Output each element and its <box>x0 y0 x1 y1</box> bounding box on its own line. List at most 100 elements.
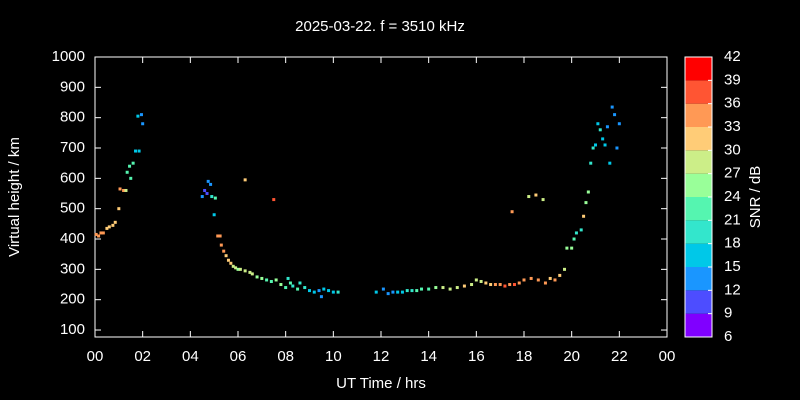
x-tick-label: 00 <box>87 348 104 365</box>
data-point <box>213 196 217 200</box>
data-point <box>386 292 390 296</box>
colorbar-band <box>685 173 712 197</box>
data-point <box>613 113 617 117</box>
data-point <box>113 220 117 224</box>
data-point <box>99 231 103 235</box>
data-point <box>210 195 214 199</box>
data-point <box>474 278 478 282</box>
colorbar-band <box>685 290 712 314</box>
data-point <box>498 283 502 287</box>
data-point <box>405 289 409 293</box>
data-point <box>415 289 419 293</box>
x-tick-label: 08 <box>277 348 294 365</box>
data-point <box>231 264 235 268</box>
chart-title: 2025-03-22. f = 3510 kHz <box>295 18 465 35</box>
data-point <box>479 279 483 283</box>
data-point <box>265 278 269 282</box>
data-point <box>503 284 507 288</box>
data-point <box>594 143 597 147</box>
data-point <box>548 276 552 280</box>
data-point <box>200 195 204 199</box>
y-axis-label: Virtual height / km <box>6 137 23 257</box>
colorbar-band <box>685 150 712 174</box>
colorbar-tick-label: 9 <box>724 305 732 322</box>
data-point <box>303 286 307 290</box>
data-point <box>317 289 321 293</box>
data-point <box>105 226 109 230</box>
colorbar-label: SNR / dB <box>747 166 764 229</box>
data-point <box>570 246 574 250</box>
x-tick-label: 10 <box>325 348 342 365</box>
data-point <box>212 213 216 217</box>
data-point <box>470 283 474 287</box>
data-point <box>248 270 252 274</box>
data-point <box>589 161 593 165</box>
data-point <box>489 283 493 287</box>
data-point <box>319 295 323 299</box>
data-point <box>286 276 290 280</box>
data-point <box>455 286 459 290</box>
colorbar-tick-label: 6 <box>724 328 732 345</box>
data-point <box>111 223 115 227</box>
x-tick-label: 02 <box>134 348 151 365</box>
data-point <box>586 190 590 194</box>
data-point <box>510 210 514 214</box>
data-point <box>308 289 311 293</box>
y-tick-label: 200 <box>60 291 85 308</box>
data-point <box>238 267 242 271</box>
data-point <box>543 281 547 285</box>
y-tick-label: 900 <box>60 78 85 95</box>
data-point <box>291 284 295 288</box>
data-point <box>236 267 240 271</box>
x-tick-label: 16 <box>468 348 485 365</box>
colorbar-band <box>685 313 712 337</box>
data-point <box>462 284 466 288</box>
data-point <box>296 287 300 291</box>
colorbar-band <box>685 197 712 221</box>
data-point <box>534 193 538 197</box>
data-point <box>584 201 588 205</box>
data-point <box>603 143 607 147</box>
data-point <box>336 290 340 294</box>
data-point <box>579 228 583 232</box>
y-tick-label: 500 <box>60 200 85 217</box>
x-tick-label: 06 <box>230 348 247 365</box>
data-point <box>331 290 335 294</box>
data-point <box>565 246 569 250</box>
colorbar-band <box>685 243 712 267</box>
colorbar-band <box>685 80 712 104</box>
data-point <box>493 283 497 287</box>
data-point <box>598 128 602 132</box>
x-tick-label: 12 <box>373 348 390 365</box>
colorbar-band <box>685 267 712 291</box>
colorbar-tick-label: 15 <box>724 258 741 275</box>
data-point <box>206 179 210 183</box>
data-point <box>125 170 129 174</box>
data-point <box>591 146 595 150</box>
data-point <box>427 287 431 291</box>
data-point <box>381 287 385 291</box>
data-point <box>536 278 540 282</box>
data-point <box>615 146 619 150</box>
data-point <box>582 214 586 218</box>
data-point <box>243 269 247 273</box>
data-point <box>396 290 400 294</box>
y-tick-label: 100 <box>60 321 85 338</box>
data-point <box>391 290 395 294</box>
colorbar-tick-label: 36 <box>724 95 741 112</box>
data-point <box>284 286 288 290</box>
colorbar-tick-label: 33 <box>724 118 741 135</box>
data-point <box>131 161 135 165</box>
data-point <box>205 192 209 196</box>
colorbar-tick-label: 42 <box>724 48 741 65</box>
data-point <box>608 161 612 165</box>
colorbar-band <box>685 57 712 81</box>
data-point <box>218 234 222 238</box>
y-tick-label: 600 <box>60 169 85 186</box>
data-point <box>553 278 557 282</box>
data-point <box>512 283 516 287</box>
data-point <box>124 188 128 192</box>
data-point <box>529 276 533 280</box>
